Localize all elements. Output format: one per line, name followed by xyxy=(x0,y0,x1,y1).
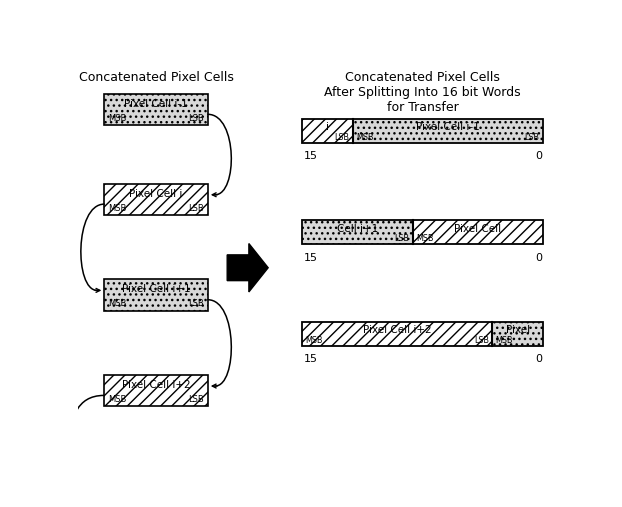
Text: MSB: MSB xyxy=(108,395,126,404)
Text: LSB: LSB xyxy=(188,299,204,308)
Bar xyxy=(302,119,543,143)
Text: Concatenated Pixel Cells
After Splitting Into 16 bit Words
for Transfer: Concatenated Pixel Cells After Splitting… xyxy=(324,70,521,114)
Text: Cell i+1: Cell i+1 xyxy=(337,224,378,234)
Text: Pixel Cell i-1: Pixel Cell i-1 xyxy=(416,122,480,132)
Text: 0: 0 xyxy=(535,152,542,161)
Text: LSB: LSB xyxy=(334,133,349,142)
Text: MSB: MSB xyxy=(416,235,434,243)
Text: 15: 15 xyxy=(304,354,318,365)
Bar xyxy=(353,119,543,143)
Bar xyxy=(302,119,353,143)
Bar xyxy=(302,321,493,346)
Text: 15: 15 xyxy=(304,152,318,161)
Text: MSB: MSB xyxy=(356,133,373,142)
Bar xyxy=(493,321,543,346)
Bar xyxy=(104,184,208,215)
Text: i: i xyxy=(326,122,328,132)
Bar xyxy=(104,94,208,125)
Text: Pixel Cell i: Pixel Cell i xyxy=(129,189,183,199)
Text: Pixel Cell i+2: Pixel Cell i+2 xyxy=(363,325,432,335)
Text: LSB: LSB xyxy=(188,114,204,123)
Bar xyxy=(302,220,543,244)
Bar xyxy=(302,220,413,244)
Text: LSB: LSB xyxy=(188,204,204,212)
Text: Pixel Cell i+2: Pixel Cell i+2 xyxy=(122,380,190,390)
Text: Concatenated Pixel Cells: Concatenated Pixel Cells xyxy=(78,70,233,84)
Bar xyxy=(302,321,543,346)
Text: LSB: LSB xyxy=(524,133,539,142)
Text: LSB: LSB xyxy=(474,336,489,345)
Bar xyxy=(413,220,543,244)
Text: MSB: MSB xyxy=(305,336,323,345)
Text: MSB: MSB xyxy=(108,299,126,308)
Text: Pixel Cell i-1: Pixel Cell i-1 xyxy=(124,99,188,109)
Text: 0: 0 xyxy=(535,354,542,365)
Text: 15: 15 xyxy=(304,253,318,263)
Bar xyxy=(104,279,208,311)
Text: MSB: MSB xyxy=(108,204,126,212)
Text: MSB: MSB xyxy=(108,114,126,123)
Text: LSB: LSB xyxy=(394,235,409,243)
Text: MSB: MSB xyxy=(496,336,513,345)
Text: Pixel Cell: Pixel Cell xyxy=(454,224,501,234)
Polygon shape xyxy=(227,243,268,292)
Text: Pixel: Pixel xyxy=(506,325,530,335)
Text: LSB: LSB xyxy=(188,395,204,404)
Text: 0: 0 xyxy=(535,253,542,263)
Text: Pixel Cell i+1: Pixel Cell i+1 xyxy=(122,284,190,295)
Bar xyxy=(104,375,208,406)
